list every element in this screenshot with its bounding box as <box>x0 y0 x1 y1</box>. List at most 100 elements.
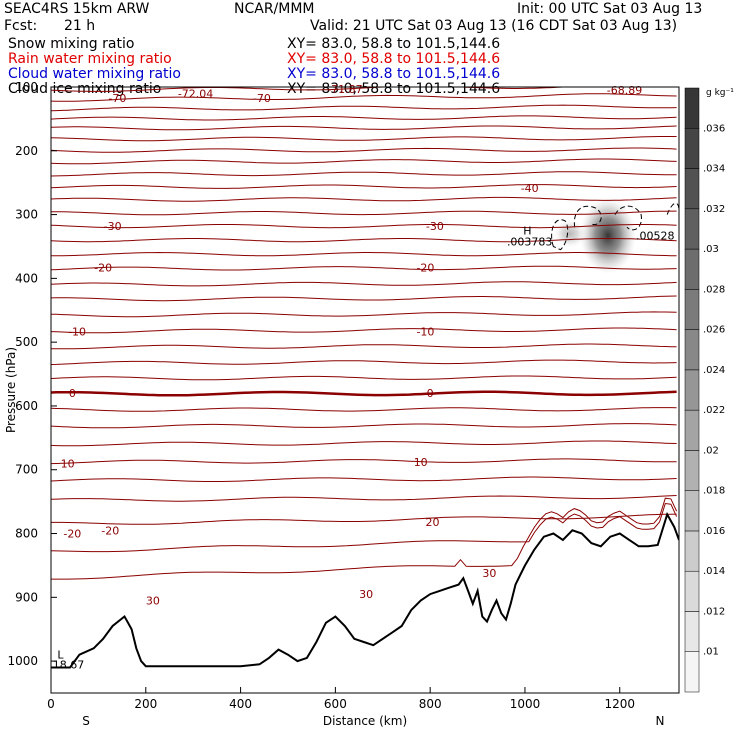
isotherm-line <box>51 171 677 177</box>
isotherm-line <box>51 224 677 229</box>
isotherm-label: -30 <box>104 220 122 233</box>
colorbar-swatch <box>684 570 700 612</box>
colorbar-label: .036 <box>703 123 725 134</box>
isotherm-label: -20 <box>94 262 112 275</box>
isotherm-line <box>51 311 677 318</box>
colorbar-swatch <box>684 289 700 330</box>
isotherm-line <box>51 196 677 202</box>
colorbar-label: .03 <box>703 244 719 255</box>
isotherm-label: -20 <box>101 524 119 537</box>
colorbar-label: .018 <box>703 486 725 497</box>
isotherm-line <box>51 104 677 112</box>
isotherm-line <box>51 115 677 121</box>
legend-snow-name: Snow mixing ratio <box>8 36 135 52</box>
x-tick-label: 1000 <box>510 697 541 711</box>
extremum-marker: 18.67 <box>53 658 85 671</box>
y-tick-label: 500 <box>15 335 38 349</box>
colorbar-swatch <box>684 369 700 411</box>
isotherm-label: 30 <box>359 588 373 601</box>
extremum-marker: L <box>57 649 64 662</box>
plot-frame <box>50 86 680 694</box>
isotherm-line <box>51 476 677 482</box>
isotherm-line <box>51 440 677 447</box>
colorbar-label: .028 <box>703 284 725 295</box>
x-tick-label: 600 <box>324 697 347 711</box>
colorbar-swatch <box>684 409 700 451</box>
isotherm-line <box>51 238 677 243</box>
legend-cloud-water-xy: XY= 83.0, 58.8 to 101.5,144.6 <box>287 66 501 82</box>
valid-time: Valid: 21 UTC Sat 03 Aug 13 (16 CDT Sat … <box>310 18 678 34</box>
isotherm-label: 0 <box>427 387 434 400</box>
x-tick-label: 400 <box>229 697 252 711</box>
isotherm-label: 20 <box>426 516 440 529</box>
isotherm-line <box>51 158 677 165</box>
legend-snow-xy: XY= 83.0, 58.8 to 101.5,144.6 <box>287 36 501 52</box>
isotherm-line <box>51 184 677 189</box>
colorbar-label: .024 <box>703 365 725 376</box>
colorbar-swatch <box>684 490 700 532</box>
y-axis-label: Pressure (hPa) <box>4 347 18 433</box>
colorbar-label: .026 <box>703 325 725 336</box>
y-tick-label: 800 <box>15 527 38 541</box>
colorbar-swatch <box>684 248 700 290</box>
colorbar-swatch <box>684 450 700 491</box>
isotherm-label: -10 <box>416 325 434 338</box>
isotherm-label: 10 <box>61 457 75 470</box>
isotherm-label: -40 <box>521 182 539 195</box>
colorbar-label: .02 <box>703 445 719 456</box>
colorbar-label: .014 <box>703 566 725 577</box>
forecast-label: Fcst: <box>4 18 38 34</box>
x-tick-label: 200 <box>134 697 157 711</box>
x-tick-label: 1200 <box>604 697 635 711</box>
isotherm-line <box>51 359 677 365</box>
y-tick-label: 600 <box>15 399 38 413</box>
cloud-ice-shading <box>579 197 636 274</box>
y-tick-label: 900 <box>15 590 38 604</box>
isotherm-line <box>51 375 677 381</box>
isotherm-line <box>51 210 677 216</box>
isotherm-line <box>51 497 678 580</box>
isotherm-line <box>51 423 677 429</box>
isotherm-line <box>51 495 677 502</box>
y-tick-label: 700 <box>15 463 38 477</box>
isotherm-line <box>51 327 677 334</box>
mixing-ratio-contour <box>551 219 569 251</box>
isotherm-line <box>51 251 677 257</box>
isotherm-line <box>51 458 677 465</box>
colorbar-label: .022 <box>703 405 725 416</box>
isotherm-line <box>51 87 573 92</box>
isotherm-label: -72.04 <box>178 87 213 100</box>
x-tick-label: 0 <box>47 697 55 711</box>
y-tick-label: 100 <box>15 80 38 94</box>
y-tick-label: 400 <box>15 271 38 285</box>
colorbar-label: .016 <box>703 526 725 537</box>
isotherm-label: -30 <box>426 220 444 233</box>
colorbar-swatch <box>684 208 700 250</box>
isotherm-line <box>51 93 677 102</box>
colorbar-swatch <box>684 329 700 371</box>
isotherm-line <box>51 390 677 397</box>
isotherm-line <box>51 407 677 412</box>
legend-rain-xy: XY= 83.0, 58.8 to 101.5,144.6 <box>287 51 501 67</box>
model-title: SEAC4RS 15km ARW <box>4 1 150 17</box>
isotherm-label: 30 <box>482 567 496 580</box>
colorbar-label: .032 <box>703 204 725 215</box>
extremum-marker: H <box>523 225 531 238</box>
isotherm-line <box>51 147 677 153</box>
colorbar-label: .034 <box>703 164 725 175</box>
isotherm-line <box>51 136 677 142</box>
isotherm-label: 0 <box>69 387 76 400</box>
isotherm-line <box>51 295 677 302</box>
extremum-marker: .00528 <box>636 230 675 243</box>
colorbar-swatch <box>684 651 700 693</box>
isotherm-line <box>51 281 677 287</box>
terrain-line <box>51 511 679 669</box>
colorbar-swatch <box>684 530 700 572</box>
forecast-hour: 21 h <box>64 18 96 34</box>
colorbar-label: .012 <box>703 606 725 617</box>
colorbar-units: g kg⁻¹ <box>706 88 734 98</box>
isotherm-label: -71.87 <box>327 83 362 96</box>
mixing-ratio-contour <box>614 205 642 231</box>
colorbar-swatch <box>684 128 700 169</box>
